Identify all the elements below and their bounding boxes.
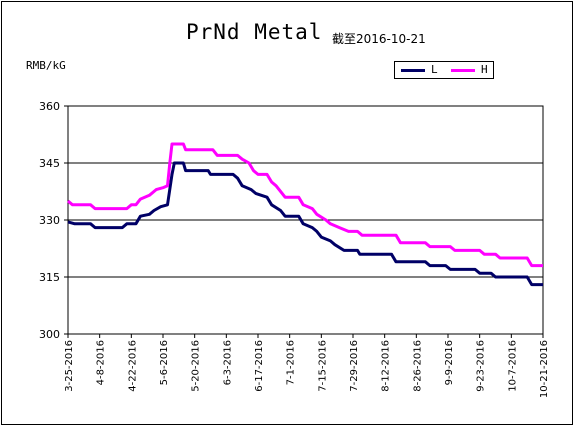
x-tick-label: 9-23-2016	[476, 340, 487, 392]
x-tick-label: 7-15-2016	[317, 340, 328, 392]
chart-subtitle: 截至2016-10-21	[332, 32, 426, 46]
legend-label-h: H	[481, 63, 488, 76]
x-tick-label: 5-20-2016	[191, 340, 202, 392]
y-axis-unit-label: RMB/kG	[26, 59, 66, 72]
legend-label-l: L	[431, 63, 438, 76]
x-tick-label: 4-8-2016	[96, 340, 107, 385]
x-tick-label: 3-25-2016	[64, 340, 75, 392]
chart-title: PrNd Metal	[186, 20, 323, 44]
x-tick-label: 8-26-2016	[412, 340, 423, 392]
series-line-l	[67, 161, 543, 287]
series-lines	[67, 142, 543, 287]
x-tick-label: 4-22-2016	[127, 340, 138, 392]
x-tick-label: 7-29-2016	[349, 340, 360, 392]
x-tick-label: 8-12-2016	[381, 340, 392, 392]
x-tick-label: 6-17-2016	[254, 340, 265, 392]
x-tick-label: 5-6-2016	[159, 340, 170, 385]
y-tick-label: 330	[39, 214, 60, 227]
x-tick-label: 10-7-2016	[507, 340, 518, 392]
x-tick-label: 7-1-2016	[286, 340, 297, 385]
y-tick-label: 300	[39, 328, 60, 341]
x-tick-label: 10-21-2016	[539, 340, 550, 398]
y-tick-label: 360	[39, 100, 60, 113]
y-axis-ticks: 300 315 330 345 360	[39, 100, 68, 341]
x-tick-label: 6-3-2016	[222, 340, 233, 385]
y-tick-label: 345	[39, 157, 60, 170]
y-tick-label: 315	[39, 271, 60, 284]
x-tick-label: 9-9-2016	[444, 340, 455, 385]
legend: L H	[394, 61, 494, 79]
gridlines	[68, 162, 543, 278]
legend-swatch-l	[401, 69, 425, 72]
legend-swatch-h	[451, 69, 475, 72]
x-axis-ticks: 3-25-2016 4-8-2016 4-22-2016 5-6-2016 5-20-2…	[64, 334, 550, 398]
series-line-h	[67, 142, 543, 268]
